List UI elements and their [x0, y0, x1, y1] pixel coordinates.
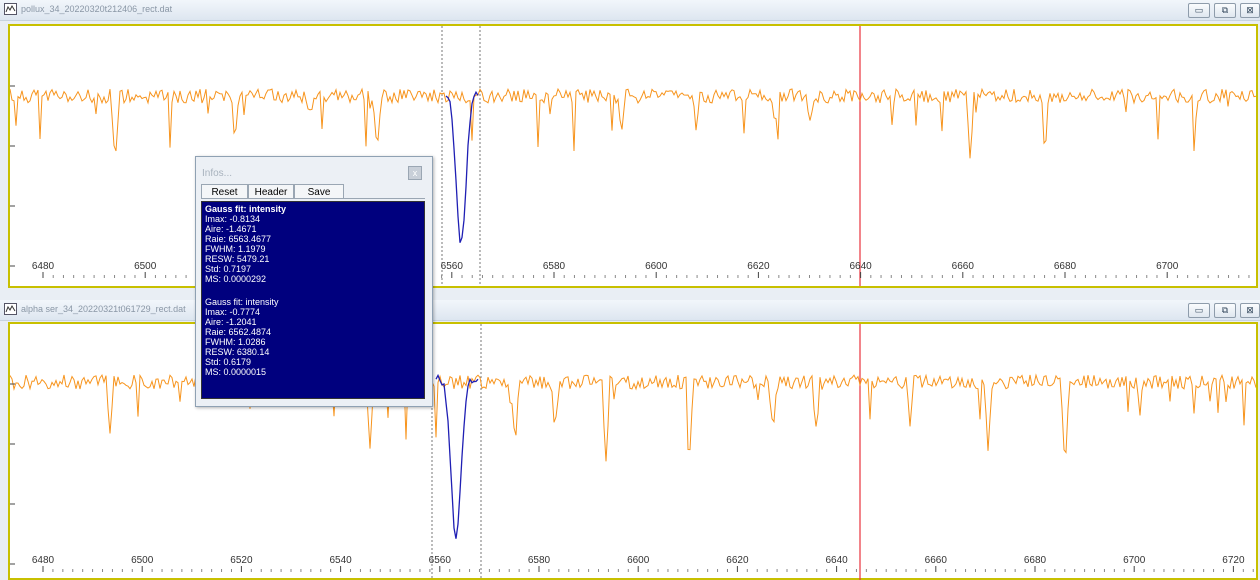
fit2-raie: Raie: 6562.4874 — [205, 327, 272, 337]
fit1-fwhm: FWHM: 1.1979 — [205, 244, 266, 254]
fit2-heading: Gauss fit: intensity — [205, 297, 279, 307]
x-tick-label: 6720 — [1222, 555, 1245, 566]
x-tick-label: 6540 — [329, 555, 352, 566]
x-tick-label: 6560 — [429, 555, 452, 566]
infos-dialog: Infos... x Reset Header Save Gauss fit: … — [195, 156, 433, 407]
x-tick-label: 6680 — [1054, 261, 1077, 272]
x-tick-label: 6620 — [726, 555, 749, 566]
restore-button[interactable]: ⧉ — [1214, 3, 1236, 18]
x-tick-label: 6500 — [134, 261, 157, 272]
infos-title: Infos... — [202, 168, 233, 179]
fit2-fwhm: FWHM: 1.0286 — [205, 337, 266, 347]
fit1-heading: Gauss fit: intensity — [205, 204, 287, 214]
fit1-raie: Raie: 6563.4677 — [205, 234, 272, 244]
chart-window-icon — [4, 303, 17, 315]
spectrum-window-pollux: pollux_34_20220320t212406_rect.dat ▭ ⧉ ⊠… — [0, 0, 1260, 288]
fit1-resw: RESW: 5479.21 — [205, 254, 270, 264]
reset-button[interactable]: Reset — [201, 184, 248, 199]
fit1-ms: MS: 0.0000292 — [205, 274, 267, 284]
x-tick-label: 6580 — [543, 261, 566, 272]
x-tick-label: 6640 — [849, 261, 872, 272]
fit2-std: Std: 0.6179 — [205, 357, 252, 367]
x-tick-label: 6700 — [1156, 261, 1179, 272]
minimize-button[interactable]: ▭ — [1188, 3, 1210, 18]
fit2-ms: MS: 0.0000015 — [205, 367, 267, 377]
close-button[interactable]: ⊠ — [1240, 303, 1260, 318]
fit1-imax: Imax: -0.8134 — [205, 214, 261, 224]
window-titlebar[interactable]: pollux_34_20220320t212406_rect.dat ▭ ⧉ ⊠ — [0, 0, 1260, 21]
x-tick-label: 6620 — [747, 261, 770, 272]
fit2-resw: RESW: 6380.14 — [205, 347, 270, 357]
x-tick-label: 6600 — [645, 261, 668, 272]
gauss-fit-line — [435, 373, 479, 539]
spectrum-line — [10, 87, 1256, 159]
toolbar-spacer — [344, 184, 425, 199]
fit1-std: Std: 0.7197 — [205, 264, 252, 274]
x-tick-label: 6660 — [952, 261, 975, 272]
x-tick-label: 6580 — [528, 555, 551, 566]
fit2-imax: Imax: -0.7774 — [205, 307, 261, 317]
restore-button[interactable]: ⧉ — [1214, 303, 1236, 318]
window-titlebar[interactable]: alpha ser_34_20220321t061729_rect.dat ▭ … — [0, 300, 1260, 321]
window-title: alpha ser_34_20220321t061729_rect.dat — [21, 304, 186, 314]
minimize-button[interactable]: ▭ — [1188, 303, 1210, 318]
x-tick-label: 6480 — [32, 555, 55, 566]
x-tick-label: 6680 — [1024, 555, 1047, 566]
x-tick-label: 6500 — [131, 555, 154, 566]
infos-close-button[interactable]: x — [408, 166, 422, 180]
save-button[interactable]: Save — [294, 184, 344, 199]
gauss-fit-line — [445, 90, 479, 243]
header-button[interactable]: Header — [248, 184, 294, 199]
infos-results-panel: Gauss fit: intensity Imax: -0.8134 Aire:… — [201, 201, 425, 399]
x-tick-label: 6640 — [825, 555, 848, 566]
close-button[interactable]: ⊠ — [1240, 3, 1260, 18]
x-tick-label: 6520 — [230, 555, 253, 566]
spectrum-window-alpha-ser: alpha ser_34_20220321t061729_rect.dat ▭ … — [0, 300, 1260, 580]
x-tick-label: 6660 — [925, 555, 948, 566]
x-tick-label: 6560 — [441, 261, 464, 272]
x-tick-label: 6700 — [1123, 555, 1146, 566]
x-tick-label: 6600 — [627, 555, 650, 566]
x-tick-label: 6480 — [32, 261, 55, 272]
fit1-aire: Aire: -1.4671 — [205, 224, 257, 234]
window-title: pollux_34_20220320t212406_rect.dat — [21, 4, 173, 14]
chart-window-icon — [4, 3, 17, 15]
fit2-aire: Aire: -1.2041 — [205, 317, 257, 327]
